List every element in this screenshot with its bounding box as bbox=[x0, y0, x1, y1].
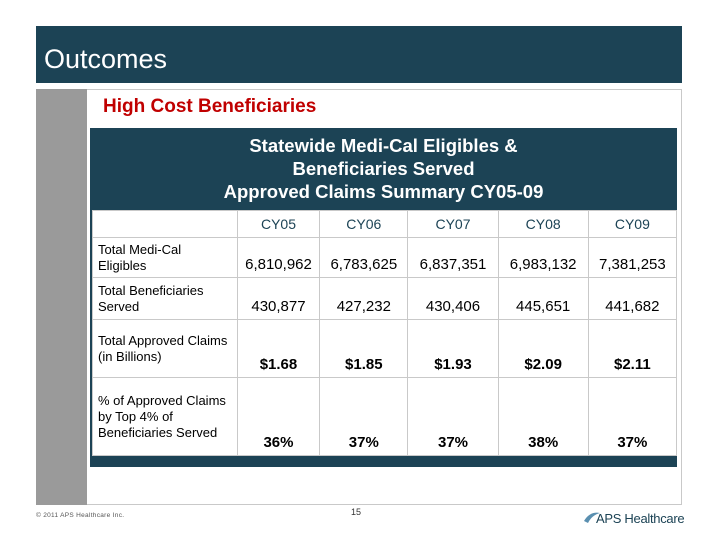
column-header: CY08 bbox=[497, 210, 589, 238]
table-cell: 427,232 bbox=[319, 277, 409, 320]
content-frame bbox=[87, 89, 682, 505]
table-cell: 37% bbox=[319, 377, 409, 456]
table-title-line-3: Approved Claims Summary CY05-09 bbox=[223, 181, 544, 202]
table-cell: 445,651 bbox=[497, 277, 589, 320]
row-label: Total Medi-Cal Eligibles bbox=[92, 237, 238, 278]
table-cell: 37% bbox=[407, 377, 499, 456]
table-cell: 441,682 bbox=[587, 277, 678, 320]
data-table: CY05 CY06 CY07 CY08 CY09 Total Medi-Cal … bbox=[92, 210, 678, 456]
corner-cell bbox=[92, 210, 238, 238]
left-accent-bar bbox=[36, 89, 87, 505]
table-title-line-1: Statewide Medi-Cal Eligibles & bbox=[249, 135, 518, 156]
table-cell: $1.68 bbox=[236, 319, 321, 378]
table-cell: $2.11 bbox=[587, 319, 678, 378]
table-cell: $2.09 bbox=[497, 319, 589, 378]
copyright-text: © 2011 APS Healthcare Inc. bbox=[36, 512, 125, 519]
column-header: CY06 bbox=[319, 210, 409, 238]
page-number: 15 bbox=[351, 507, 362, 517]
table-cell: 38% bbox=[497, 377, 589, 456]
column-header-row: CY05 CY06 CY07 CY08 CY09 bbox=[92, 210, 678, 238]
column-header: CY09 bbox=[587, 210, 678, 238]
table-cell: $1.93 bbox=[407, 319, 499, 378]
table-row: % of Approved Claims by Top 4% of Benefi… bbox=[92, 377, 678, 456]
table-cell: 6,783,625 bbox=[319, 237, 409, 278]
table-cell: 36% bbox=[236, 377, 321, 456]
logo-text: APS Healthcare bbox=[596, 511, 685, 526]
table-row: Total Beneficiaries Served 430,877 427,2… bbox=[92, 277, 678, 320]
table-cell: 430,406 bbox=[407, 277, 499, 320]
table-title: Statewide Medi-Cal Eligibles & Beneficia… bbox=[90, 134, 677, 203]
table-cell: 7,381,253 bbox=[587, 237, 678, 278]
slide-title-bar: Outcomes bbox=[36, 26, 682, 83]
row-label: Total Approved Claims (in Billions) bbox=[92, 319, 238, 378]
table-cell: $1.85 bbox=[319, 319, 409, 378]
table-cell: 430,877 bbox=[236, 277, 321, 320]
slide-subtitle: High Cost Beneficiaries bbox=[103, 96, 317, 117]
table-row: Total Approved Claims (in Billions) $1.6… bbox=[92, 319, 678, 378]
table-cell: 37% bbox=[587, 377, 678, 456]
row-label: Total Beneficiaries Served bbox=[92, 277, 238, 320]
table-cell: 6,810,962 bbox=[236, 237, 321, 278]
column-header: CY07 bbox=[407, 210, 499, 238]
table-title-line-2: Beneficiaries Served bbox=[292, 158, 475, 179]
column-header: CY05 bbox=[236, 210, 321, 238]
slide-title: Outcomes bbox=[44, 44, 168, 74]
table-cell: 6,837,351 bbox=[407, 237, 499, 278]
table-cell: 6,983,132 bbox=[497, 237, 589, 278]
table-row: Total Medi-Cal Eligibles 6,810,962 6,783… bbox=[92, 237, 678, 278]
row-label: % of Approved Claims by Top 4% of Benefi… bbox=[92, 377, 238, 456]
table-header-banner: Statewide Medi-Cal Eligibles & Beneficia… bbox=[90, 128, 677, 208]
claims-summary-table: Statewide Medi-Cal Eligibles & Beneficia… bbox=[90, 128, 678, 467]
aps-swoosh-icon bbox=[584, 512, 600, 523]
